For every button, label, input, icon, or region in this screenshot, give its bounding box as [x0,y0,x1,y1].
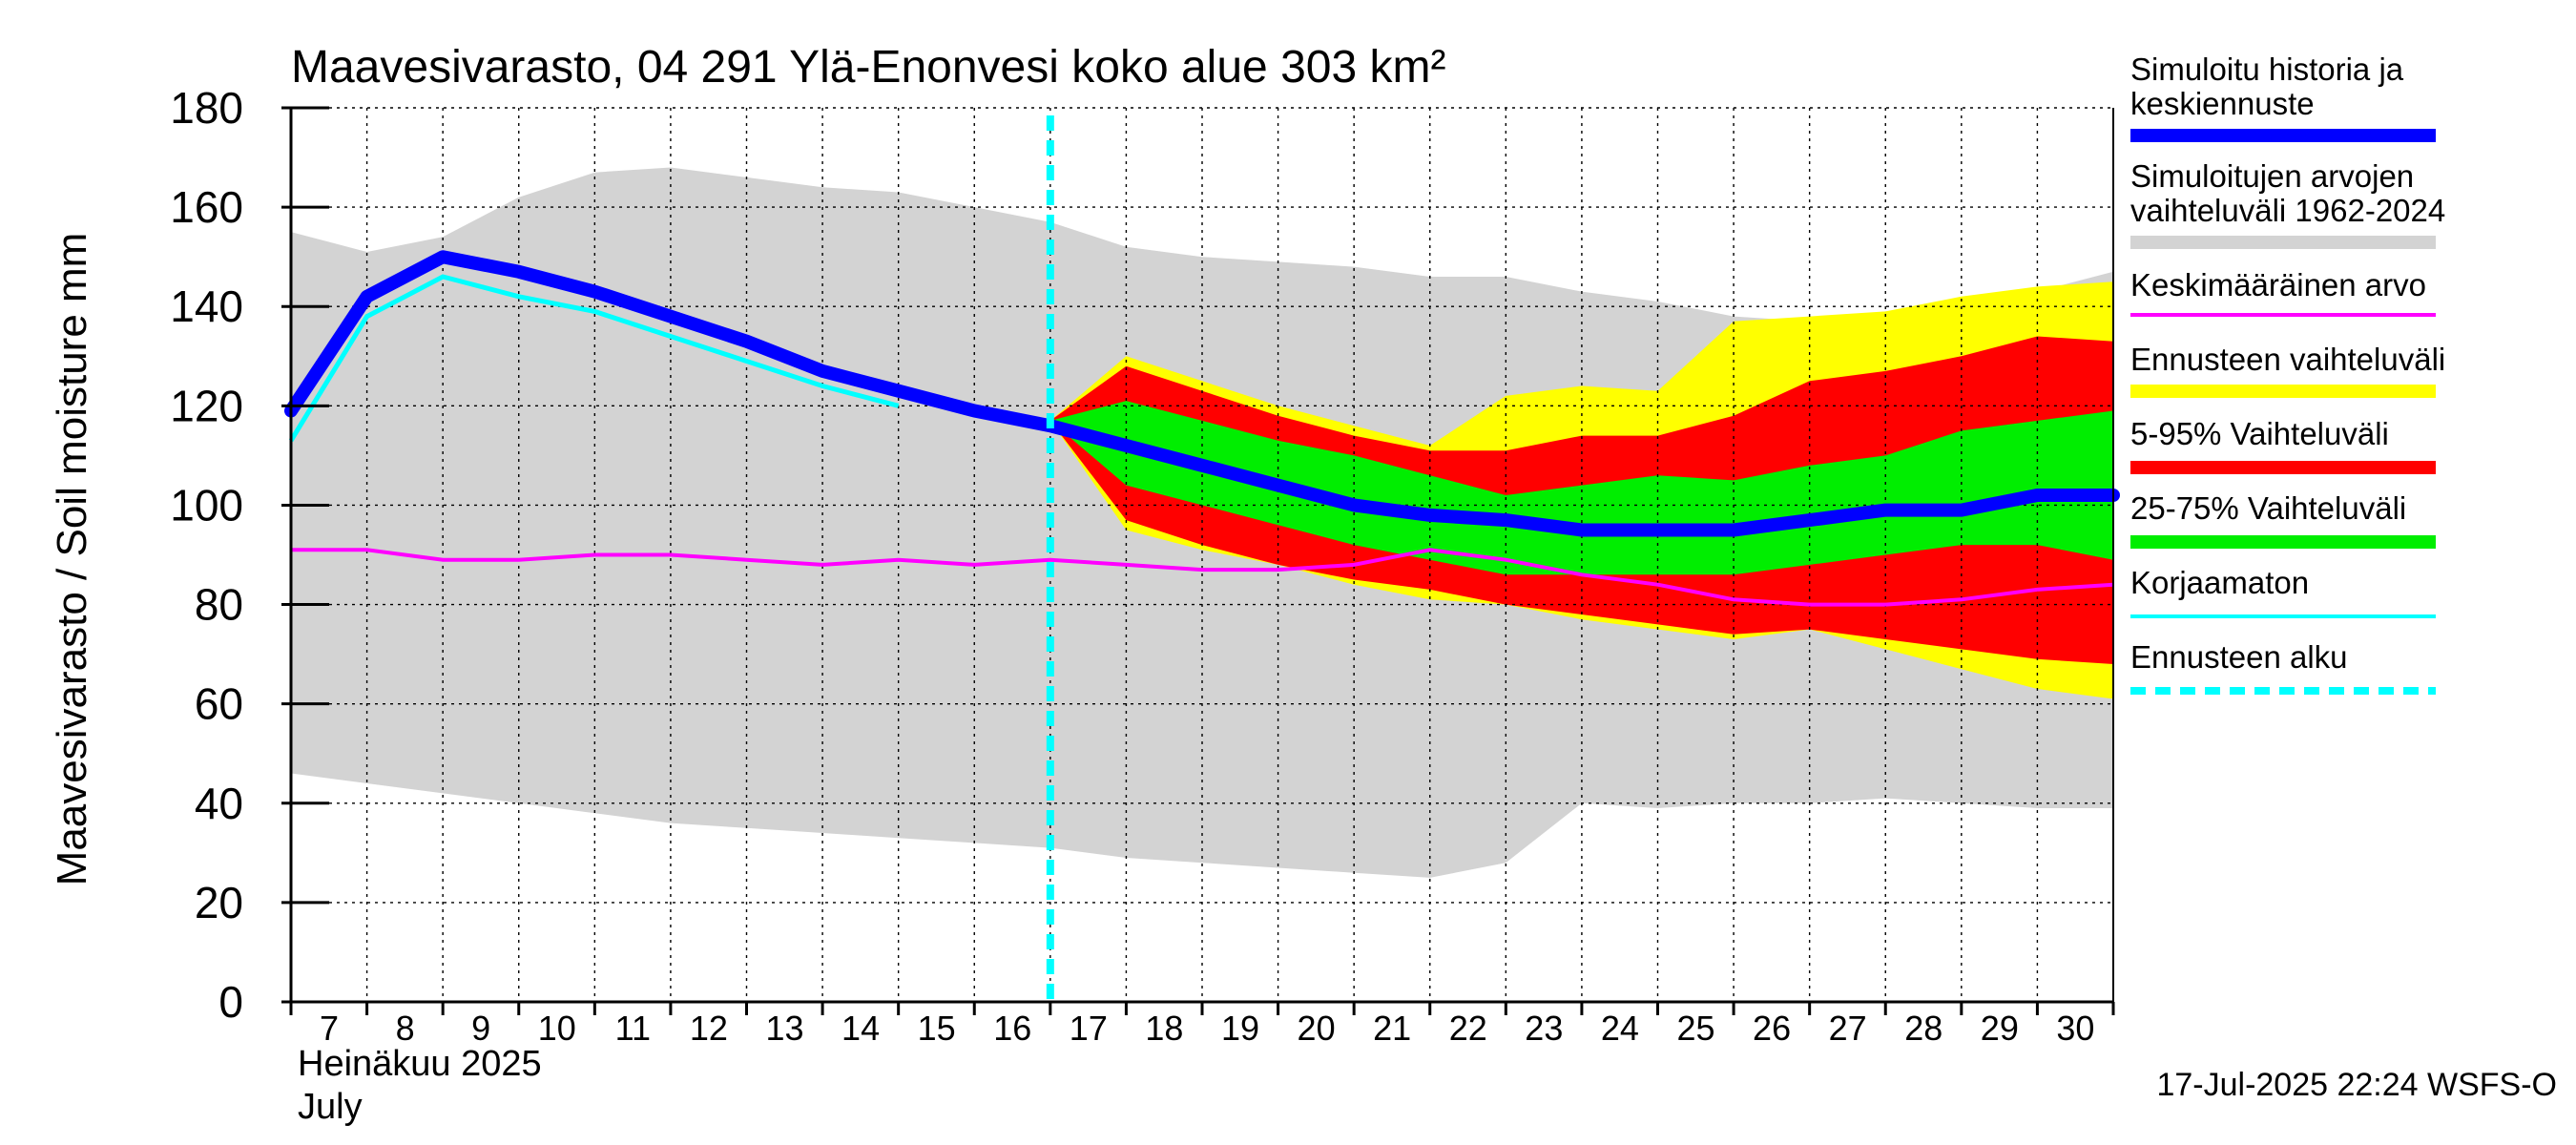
x-tick-label: 26 [1753,1009,1791,1048]
legend-label: 25-75% Vaihteluväli [2130,490,2406,526]
x-tick-label: 29 [1981,1009,2019,1048]
legend-item-mean: Keskimääräinen arvo [2130,267,2436,317]
y-axis-label: Maavesivarasto / Soil moisture mm [49,233,95,886]
legend-label: vaihteluväli 1962-2024 [2130,193,2445,228]
legend-label: Ennusteen vaihteluväli [2130,342,2445,377]
x-tick-label: 8 [396,1009,415,1048]
y-tick-label: 100 [170,480,243,530]
ticks-layer: 0 20 40 60 80 100 120 140 160 180 7 8 9 10 11 12 13 14 15 1… [170,83,2115,1048]
history-forecast-line [284,250,2120,537]
x-tick-label: 24 [1601,1009,1639,1048]
y-tick-label: 120 [170,381,243,430]
y-tick-label: 180 [170,83,243,133]
x-tick-label: 13 [765,1009,803,1048]
x-tick-label: 17 [1070,1009,1108,1048]
legend-label: Simuloitujen arvojen [2130,158,2414,194]
x-tick-label: 11 [615,1009,651,1048]
legend-label: 5-95% Vaihteluväli [2130,416,2389,451]
y-tick-label: 20 [195,878,243,927]
x-tick-label: 27 [1829,1009,1867,1048]
y-tick-label: 140 [170,281,243,331]
footer-timestamp: 17-Jul-2025 22:24 WSFS-O [2156,1067,2557,1103]
x-axis-label-en: July [298,1087,363,1127]
x-tick-label: 12 [690,1009,728,1048]
chart-title: Maavesivarasto, 04 291 Ylä-Enonvesi koko… [291,42,1445,93]
legend-item-forecast_range: Ennusteen vaihteluväli [2130,342,2445,398]
x-tick-label: 7 [320,1009,339,1048]
y-tick-label: 160 [170,182,243,232]
legend: Simuloitu historia jakeskiennusteSimuloi… [2130,52,2445,695]
plot-area [284,107,2120,1002]
x-tick-label: 28 [1904,1009,1942,1048]
lines-layer [284,115,2120,1002]
x-tick-label: 20 [1298,1009,1336,1048]
x-tick-label: 21 [1373,1009,1411,1048]
y-tick-label: 0 [218,977,243,1027]
x-tick-label: 30 [2056,1009,2094,1048]
x-tick-label: 19 [1221,1009,1259,1048]
legend-label: Ennusteen alku [2130,639,2348,675]
x-tick-label: 18 [1145,1009,1183,1048]
legend-label: Simuloitu historia ja [2130,52,2404,87]
p25-75-band [1049,401,2113,575]
x-tick-label: 9 [471,1009,490,1048]
x-tick-label: 14 [841,1009,880,1048]
y-tick-label: 60 [195,679,243,729]
legend-item-forecast_start: Ennusteen alku [2130,639,2436,695]
x-tick-label: 22 [1449,1009,1487,1048]
x-tick-label: 23 [1525,1009,1563,1048]
legend-label: Korjaamaton [2130,565,2309,600]
y-tick-label: 80 [195,580,243,630]
mean-line [291,548,2114,607]
x-axis-label-fi: Heinäkuu 2025 [298,1044,542,1084]
y-tick-label: 40 [195,779,243,828]
legend-item-p5_95: 5-95% Vaihteluväli [2130,416,2436,474]
x-tick-label: 10 [538,1009,576,1048]
x-tick-label: 15 [918,1009,956,1048]
x-tick-label: 16 [993,1009,1031,1048]
x-tick-label: 25 [1676,1009,1714,1048]
legend-item-uncorrected: Korjaamaton [2130,565,2436,618]
uncorrected-line [288,274,900,443]
grid-layer [291,107,2113,1002]
legend-label: keskiennuste [2130,86,2315,121]
legend-item-p25_75: 25-75% Vaihteluväli [2130,490,2436,549]
legend-label: Keskimääräinen arvo [2130,267,2426,302]
